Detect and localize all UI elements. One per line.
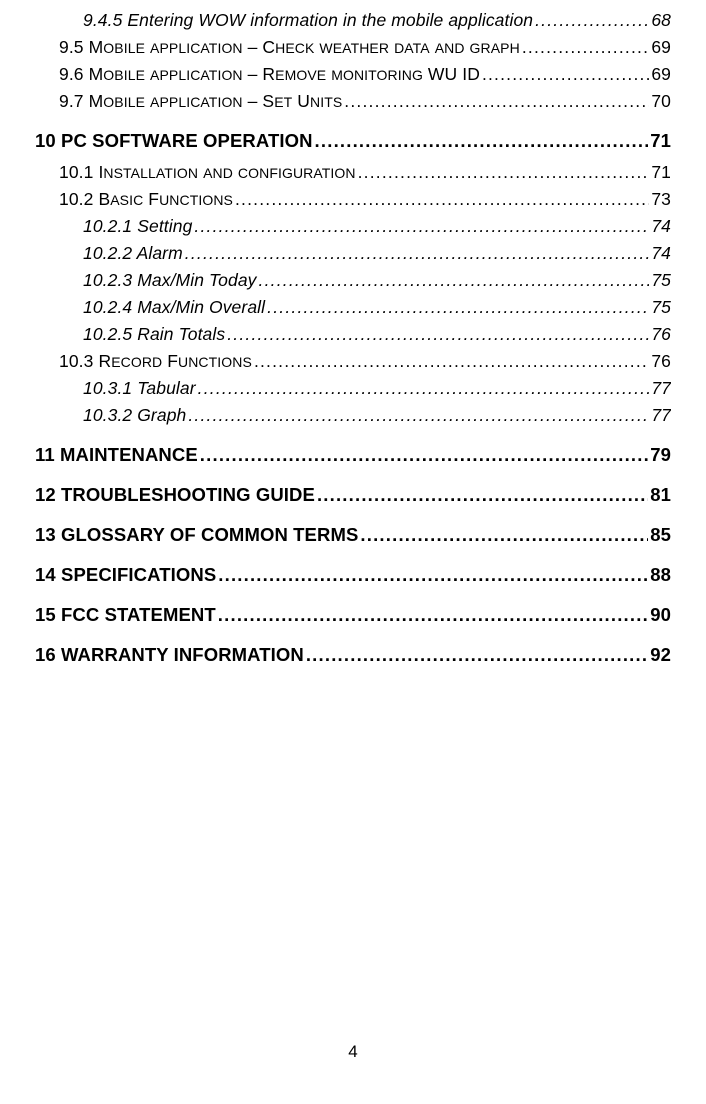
- toc-entry-title: 13 GLOSSARY OF COMMON TERMS: [35, 524, 358, 546]
- toc-entry-title: 10.2.1 Setting: [83, 216, 192, 237]
- toc-leader-dots: ........................................…: [198, 378, 650, 399]
- toc-leader-dots: ........................................…: [185, 243, 650, 264]
- toc-entry-page: 77: [651, 405, 671, 426]
- toc-leader-dots: ........................................…: [317, 484, 648, 506]
- toc-leader-dots: ........................................…: [235, 189, 649, 210]
- toc-leader-dots: ........................................…: [218, 564, 648, 586]
- toc-entry-page: 73: [651, 189, 671, 210]
- toc-leader-dots: ........................................…: [358, 162, 650, 183]
- toc-entry: 10.2.5 Rain Totals......................…: [35, 324, 671, 345]
- toc-entry-title: 11 MAINTENANCE: [35, 444, 198, 466]
- toc-entry-page: 71: [651, 162, 671, 183]
- toc-entry-title: 10.2.3 Max/Min Today: [83, 270, 257, 291]
- toc-entry-page: 74: [651, 216, 671, 237]
- toc-entry-title: 9.6 Mobile application – Remove monitori…: [59, 64, 480, 85]
- toc-entry: 10.1 Installation and configuration.....…: [35, 162, 671, 183]
- toc-entry-page: 75: [651, 297, 671, 318]
- toc-entry-page: 69: [651, 37, 671, 58]
- toc-leader-dots: ........................................…: [259, 270, 650, 291]
- toc-entry: 10.2.4 Max/Min Overall..................…: [35, 297, 671, 318]
- toc-entry-title: 10.3.1 Tabular: [83, 378, 196, 399]
- toc-entry-title: 9.4.5 Entering WOW information in the mo…: [83, 10, 533, 31]
- toc-leader-dots: ........................................…: [267, 297, 649, 318]
- toc-leader-dots: ........................................…: [194, 216, 649, 237]
- toc-entry-page: 79: [650, 444, 671, 466]
- toc-entry-title: 16 WARRANTY INFORMATION: [35, 644, 304, 666]
- table-of-contents: 9.4.5 Entering WOW information in the mo…: [35, 10, 671, 666]
- toc-leader-dots: ........................................…: [188, 405, 649, 426]
- toc-entry-page: 70: [651, 91, 671, 112]
- toc-entry-page: 76: [651, 324, 671, 345]
- toc-entry-page: 77: [651, 378, 671, 399]
- toc-entry-title: 10.2.4 Max/Min Overall: [83, 297, 265, 318]
- toc-entry-page: 75: [651, 270, 671, 291]
- toc-entry-title: 10.2 Basic Functions: [59, 189, 233, 210]
- toc-entry-title: 10.3 Record Functions: [59, 351, 252, 372]
- toc-entry-title: 10.3.2 Graph: [83, 405, 186, 426]
- toc-entry: 10.2.3 Max/Min Today....................…: [35, 270, 671, 291]
- toc-entry: 10.3.1 Tabular..........................…: [35, 378, 671, 399]
- toc-leader-dots: ........................................…: [254, 351, 649, 372]
- toc-entry-title: 12 TROUBLESHOOTING GUIDE: [35, 484, 315, 506]
- toc-entry: 10.3.2 Graph............................…: [35, 405, 671, 426]
- toc-entry-page: 90: [650, 604, 671, 626]
- toc-entry-page: 76: [651, 351, 671, 372]
- toc-entry: 9.5 Mobile application – Check weather d…: [35, 37, 671, 58]
- toc-entry-page: 69: [651, 64, 671, 85]
- toc-entry-page: 74: [651, 243, 671, 264]
- toc-leader-dots: ........................................…: [306, 644, 648, 666]
- toc-entry: 14 SPECIFICATIONS.......................…: [35, 564, 671, 586]
- toc-entry: 10.2.1 Setting..........................…: [35, 216, 671, 237]
- toc-entry-page: 71: [650, 130, 671, 152]
- toc-entry: 10.2 Basic Functions....................…: [35, 189, 671, 210]
- toc-entry-title: 10.1 Installation and configuration: [59, 162, 356, 183]
- page-number: 4: [0, 1042, 706, 1062]
- toc-leader-dots: ........................................…: [360, 524, 648, 546]
- toc-entry-title: 10.2.5 Rain Totals: [83, 324, 225, 345]
- toc-leader-dots: ........................................…: [535, 10, 649, 31]
- toc-leader-dots: ........................................…: [315, 130, 649, 152]
- toc-entry-title: 9.7 Mobile application – Set Units: [59, 91, 342, 112]
- toc-entry-page: 88: [650, 564, 671, 586]
- toc-entry-page: 92: [650, 644, 671, 666]
- toc-entry: 16 WARRANTY INFORMATION.................…: [35, 644, 671, 666]
- toc-leader-dots: ........................................…: [227, 324, 649, 345]
- toc-entry-title: 10 PC SOFTWARE OPERATION: [35, 130, 313, 152]
- toc-entry: 9.4.5 Entering WOW information in the mo…: [35, 10, 671, 31]
- toc-leader-dots: ........................................…: [218, 604, 648, 626]
- toc-entry-title: 10.2.2 Alarm: [83, 243, 183, 264]
- toc-entry-page: 81: [650, 484, 671, 506]
- toc-entry-title: 9.5 Mobile application – Check weather d…: [59, 37, 520, 58]
- toc-entry-title: 14 SPECIFICATIONS: [35, 564, 216, 586]
- toc-entry: 10.2.2 Alarm............................…: [35, 243, 671, 264]
- toc-entry: 11 MAINTENANCE..........................…: [35, 444, 671, 466]
- toc-leader-dots: ........................................…: [200, 444, 648, 466]
- toc-entry-page: 68: [651, 10, 671, 31]
- toc-entry-title: 15 FCC STATEMENT: [35, 604, 216, 626]
- toc-entry: 15 FCC STATEMENT........................…: [35, 604, 671, 626]
- toc-entry: 9.7 Mobile application – Set Units......…: [35, 91, 671, 112]
- toc-entry: 10.3 Record Functions...................…: [35, 351, 671, 372]
- toc-entry: 10 PC SOFTWARE OPERATION................…: [35, 130, 671, 152]
- toc-entry-page: 85: [650, 524, 671, 546]
- toc-entry: 9.6 Mobile application – Remove monitori…: [35, 64, 671, 85]
- toc-leader-dots: ........................................…: [344, 91, 649, 112]
- toc-leader-dots: ........................................…: [522, 37, 650, 58]
- toc-leader-dots: ........................................…: [482, 64, 649, 85]
- toc-entry: 13 GLOSSARY OF COMMON TERMS.............…: [35, 524, 671, 546]
- toc-entry: 12 TROUBLESHOOTING GUIDE................…: [35, 484, 671, 506]
